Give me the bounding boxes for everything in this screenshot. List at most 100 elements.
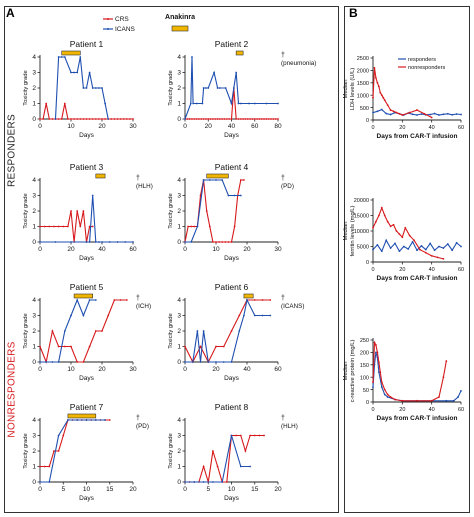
panel-b3-ylabel-line1: Median bbox=[343, 361, 349, 380]
patient3-icans-point bbox=[91, 194, 94, 197]
patient2-annotation: (pneumonia) bbox=[281, 60, 316, 67]
patient1-crs-point bbox=[45, 102, 48, 105]
patient2-crs-point bbox=[270, 118, 272, 120]
patient8-xtick-label: 5 bbox=[206, 486, 210, 493]
patient2-crs-point bbox=[186, 118, 189, 120]
patient1-crs-point bbox=[129, 118, 131, 120]
patient3-title: Patient 3 bbox=[70, 162, 104, 172]
patient7-icans-point bbox=[85, 419, 88, 421]
patient4-ytick-label: 0 bbox=[177, 239, 181, 246]
patient1-icans-point bbox=[101, 87, 103, 89]
panel-b1-ytick-label: 500 bbox=[360, 106, 369, 112]
panel-b3-ylabel-line2: c-reactive protein (mg/L) bbox=[350, 340, 356, 403]
patient7-ytick-label: 2 bbox=[32, 448, 36, 455]
patient7-xtick-label: 5 bbox=[61, 486, 65, 493]
panel-b1-nonresponders-point bbox=[392, 110, 395, 113]
patient6-icans-point bbox=[269, 314, 272, 317]
patient1-icans-point bbox=[91, 87, 94, 89]
patient6-icans-point bbox=[215, 361, 217, 363]
patient4-crs-point bbox=[205, 210, 208, 212]
patient8-crs-point bbox=[249, 434, 252, 437]
patient2-crs-point bbox=[239, 118, 242, 120]
panel-b1-responders-point bbox=[376, 110, 379, 113]
patient6-crs-point bbox=[238, 314, 241, 317]
patient5-crs-point bbox=[82, 361, 85, 363]
patient2-crs-point bbox=[267, 118, 270, 120]
patient2-icans-point bbox=[207, 87, 210, 89]
patient8-ytick-label: 2 bbox=[177, 448, 181, 455]
panel-b2-responders-point bbox=[380, 250, 383, 253]
patient1-crs-point bbox=[104, 118, 106, 120]
patient4-anakinra-bar bbox=[206, 173, 229, 179]
patient3-ytick-label: 1 bbox=[32, 224, 36, 231]
patient1-crs-point bbox=[60, 118, 63, 120]
panel-b1-xtick-label: 0 bbox=[371, 125, 374, 131]
panel-b2-xlabel: Days from CAR-T infusion bbox=[377, 275, 458, 282]
patient2-crs-point bbox=[228, 118, 231, 120]
patient3-crs-point bbox=[62, 225, 65, 228]
patient3-icans-point bbox=[101, 241, 103, 243]
patient2-crs-point bbox=[235, 118, 238, 120]
panel-b2-responders-point bbox=[442, 247, 445, 249]
patient1-xtick-label: 20 bbox=[98, 123, 106, 130]
patient8-ytick-label: 3 bbox=[177, 433, 181, 440]
patient1-icans-point bbox=[82, 87, 85, 89]
patient2-xtick-label: 60 bbox=[251, 123, 259, 130]
patient6-ytick-label: 3 bbox=[177, 313, 181, 320]
patient6-title: Patient 6 bbox=[215, 282, 249, 292]
patient8-crs-point bbox=[263, 434, 265, 437]
patient7-icans-point bbox=[67, 419, 69, 421]
patient4-ylabel: Toxicity grade bbox=[168, 193, 174, 228]
patient2-crs-point bbox=[191, 118, 193, 120]
patient4-annotation: (PD) bbox=[281, 183, 294, 190]
panel-b1-ytick-label: 2500 bbox=[357, 56, 369, 62]
patient2-anakinra-bar bbox=[235, 50, 244, 56]
panel-b1-nonresponders-point bbox=[375, 76, 377, 79]
patient1-xlabel: Days bbox=[79, 132, 95, 139]
patient2-crs-point bbox=[274, 118, 277, 120]
panel-b2-ytick-label: 0 bbox=[366, 260, 369, 266]
patient5-crs-point bbox=[39, 345, 41, 348]
patient7-ylabel: Toxicity grade bbox=[23, 433, 29, 468]
patient2-xlabel: Days bbox=[224, 132, 240, 139]
patient2-icans-point bbox=[224, 87, 227, 89]
patient6-icans-point bbox=[222, 361, 225, 363]
patient7-xtick-label: 15 bbox=[106, 486, 114, 493]
patient7-title: Patient 7 bbox=[70, 402, 104, 412]
panel-b3-nonresponders-point bbox=[383, 388, 386, 391]
patient7-xtick-label: 10 bbox=[83, 486, 91, 493]
panel-b1-xtick-label: 60 bbox=[458, 125, 464, 131]
patient1-crs-point bbox=[70, 118, 72, 120]
panel-b2-nonresponders-point bbox=[408, 234, 411, 237]
panel-b3-ytick-label: 200 bbox=[360, 351, 369, 357]
panel-b3-nonresponders-point bbox=[377, 361, 380, 364]
patient1-crs-point bbox=[122, 118, 125, 120]
patient5-crs-point bbox=[113, 299, 116, 301]
panel-b2-responders-point bbox=[420, 244, 423, 247]
patient5-icans-point bbox=[88, 299, 91, 301]
patient1-icans-point bbox=[70, 71, 72, 74]
patient3-icans-point bbox=[85, 241, 88, 243]
patient8-crs-point bbox=[258, 434, 261, 437]
panel-b1-responders-point bbox=[442, 113, 445, 116]
patient7-xtick-label: 20 bbox=[129, 486, 137, 493]
patient7-icans-point bbox=[57, 434, 60, 437]
patient1-crs-point bbox=[88, 118, 91, 120]
patient5-crs-point bbox=[125, 299, 128, 301]
panel-b3-responders-point bbox=[445, 399, 448, 402]
patient5-xtick-label: 0 bbox=[38, 366, 42, 373]
patient1-xtick-label: 30 bbox=[129, 123, 137, 130]
patient2-crs-point bbox=[207, 118, 210, 120]
patient2-ytick-label: 3 bbox=[177, 70, 181, 77]
patient8-xtick-label: 0 bbox=[183, 486, 187, 493]
patient2-crs-point bbox=[209, 118, 212, 120]
patient6-crs-point bbox=[184, 345, 186, 348]
patient8-icans-point bbox=[212, 481, 214, 483]
patient7-ytick-label: 1 bbox=[32, 464, 36, 471]
patient2-icans-point bbox=[232, 87, 235, 89]
patient2-crs-point bbox=[225, 118, 228, 120]
panel-b3-responders-point bbox=[386, 396, 389, 398]
patient7-crs-line bbox=[40, 419, 110, 468]
patient3-crs-point bbox=[70, 210, 72, 212]
